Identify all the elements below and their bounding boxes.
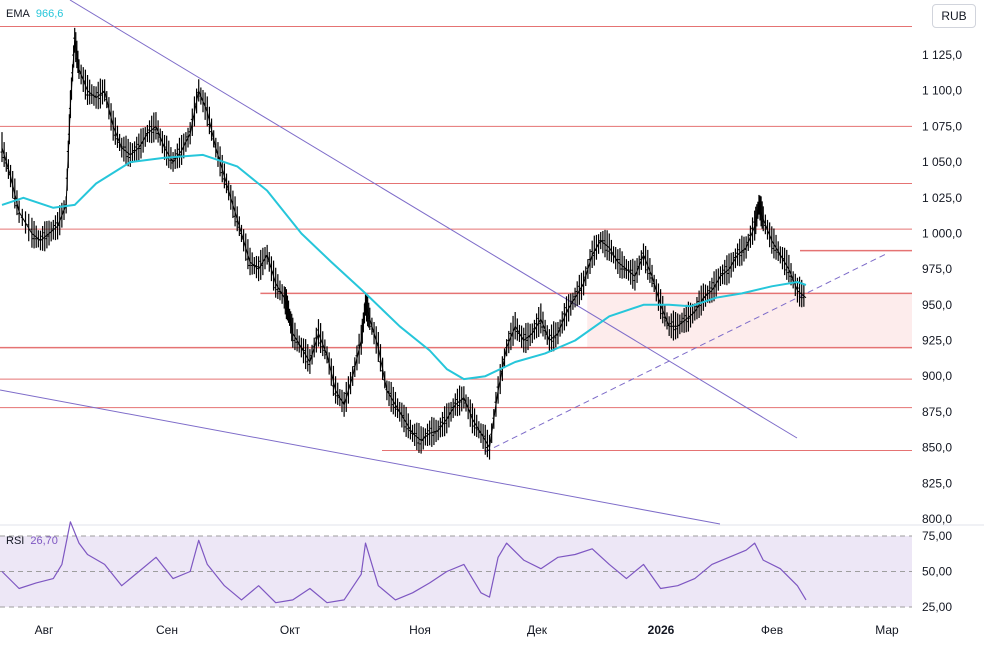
y-tick-label: 875,0 bbox=[922, 405, 952, 419]
trendline-ascending bbox=[484, 252, 889, 453]
y-tick-label: 1 075,0 bbox=[922, 119, 962, 133]
rsi-y-tick-label: 50,00 bbox=[922, 565, 952, 579]
x-tick-label: Фев bbox=[761, 623, 783, 637]
trendline-descending bbox=[69, 0, 798, 439]
x-tick-label: Авг bbox=[35, 623, 54, 637]
x-tick-label: Дек bbox=[527, 623, 548, 637]
currency-button[interactable]: RUB bbox=[932, 4, 976, 28]
x-tick-label: Ноя bbox=[409, 623, 431, 637]
rsi-line bbox=[1, 521, 807, 604]
y-tick-label: 1 100,0 bbox=[922, 84, 962, 98]
y-tick-label: 850,0 bbox=[922, 441, 952, 455]
rsi-legend: RSI 26,70 bbox=[6, 535, 58, 547]
y-tick-label: 925,0 bbox=[922, 334, 952, 348]
rsi-y-tick-label: 25,00 bbox=[922, 600, 952, 614]
y-tick-label: 800,0 bbox=[922, 512, 952, 526]
currency-label: RUB bbox=[941, 9, 967, 23]
trendline-lower-channel bbox=[0, 389, 721, 525]
y-tick-label: 900,0 bbox=[922, 369, 952, 383]
y-tick-label: 1 025,0 bbox=[922, 191, 962, 205]
x-tick-label: Окт bbox=[280, 623, 301, 637]
ema-legend: EMA 966,6 bbox=[6, 8, 63, 20]
ema-value: 966,6 bbox=[35, 8, 64, 20]
rsi-value: 26,70 bbox=[30, 535, 58, 547]
rsi-label: RSI bbox=[6, 535, 25, 547]
y-tick-label: 825,0 bbox=[922, 476, 952, 490]
y-tick-label: 950,0 bbox=[922, 298, 952, 312]
rsi-y-tick-label: 75,00 bbox=[922, 529, 952, 543]
y-tick-label: 1 050,0 bbox=[922, 155, 962, 169]
ema-line bbox=[1, 153, 807, 381]
y-tick-label: 975,0 bbox=[922, 262, 952, 276]
x-tick-label: 2026 bbox=[648, 623, 675, 637]
y-tick-label: 1 125,0 bbox=[922, 48, 962, 62]
y-tick-label: 1 000,0 bbox=[922, 226, 962, 240]
ema-label: EMA bbox=[6, 8, 30, 20]
support-zone bbox=[587, 293, 912, 348]
x-tick-label: Сен bbox=[156, 623, 178, 637]
x-tick-label: Мар bbox=[875, 623, 899, 637]
price-line bbox=[1, 40, 807, 449]
